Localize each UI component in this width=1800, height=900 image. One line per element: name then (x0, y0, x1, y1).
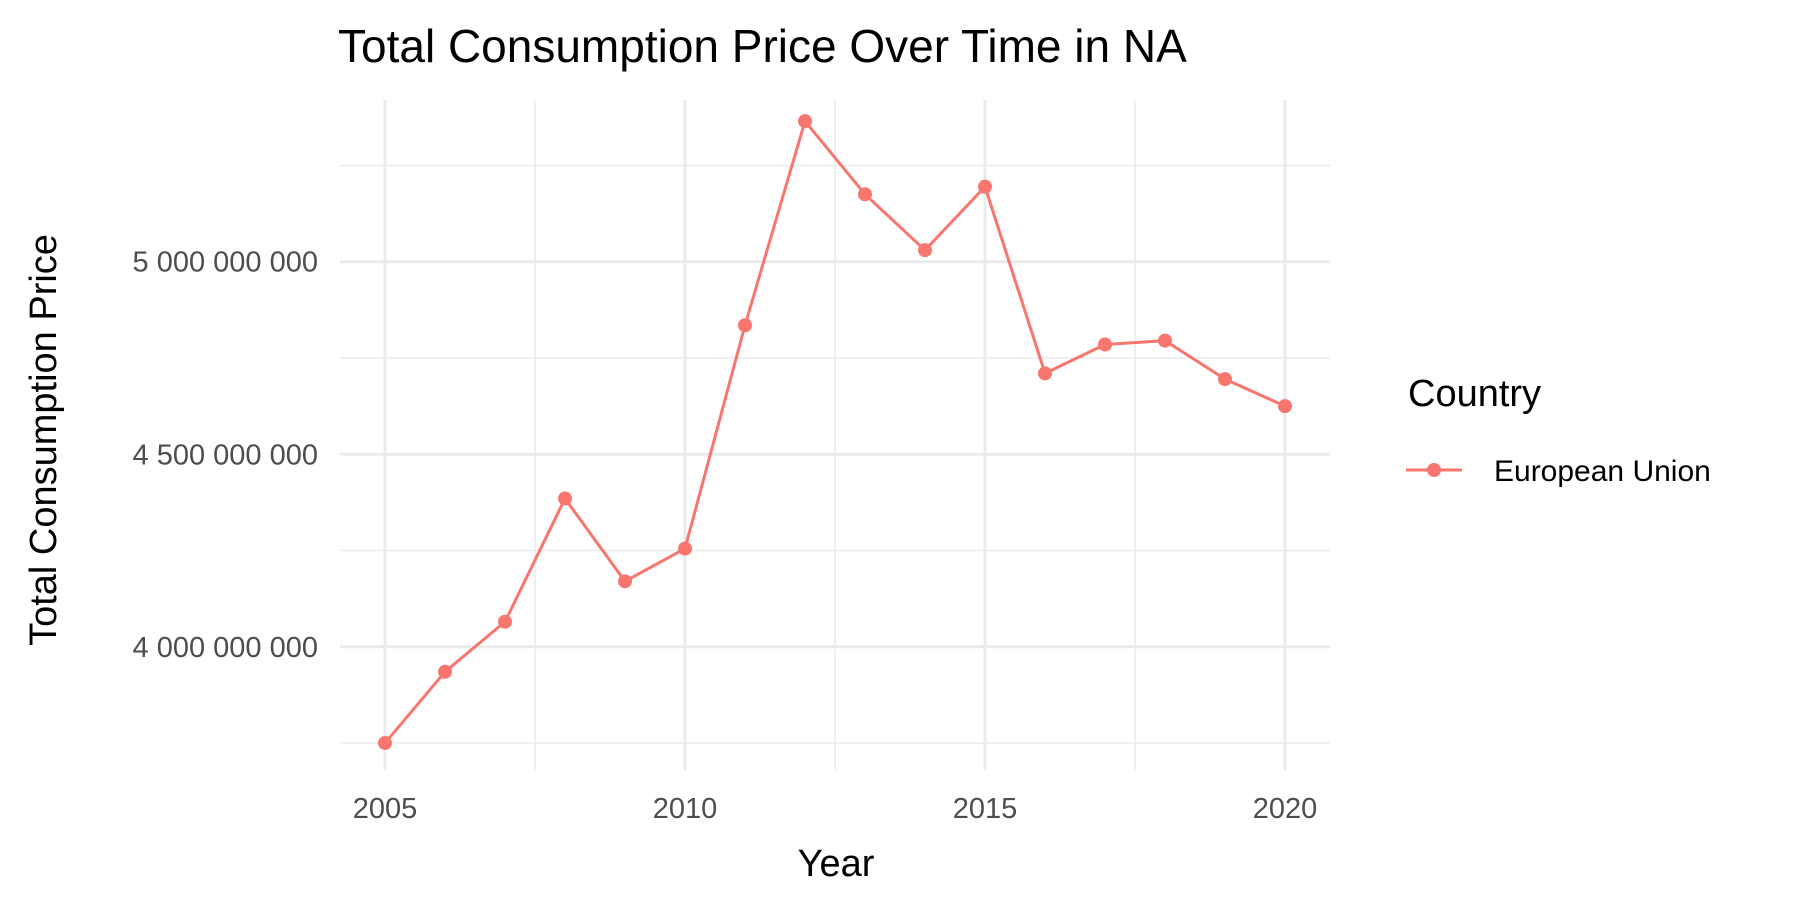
data-point (558, 491, 572, 506)
x-axis-title: Year (798, 843, 875, 885)
y-tick-label: 4 500 000 000 (133, 439, 318, 471)
legend-title: Country (1408, 373, 1541, 415)
data-point (1038, 366, 1052, 381)
grid (340, 100, 1330, 770)
x-tick-label: 2005 (353, 793, 418, 825)
data-point (498, 614, 512, 629)
legend-label: European Union (1494, 455, 1711, 488)
data-point (1098, 337, 1112, 352)
data-point (378, 736, 392, 751)
data-point (678, 541, 692, 556)
y-axis-ticks: 4 000 000 000 4 500 000 000 5 000 000 000 (133, 247, 318, 664)
data-point (918, 243, 932, 258)
y-axis-title: Total Consumption Price (23, 234, 65, 646)
data-point (978, 179, 992, 194)
data-point (798, 114, 812, 129)
x-tick-label: 2010 (653, 793, 718, 825)
data-point (1278, 399, 1292, 414)
data-point (438, 664, 452, 679)
data-point (858, 187, 872, 202)
chart-title: Total Consumption Price Over Time in NA (338, 20, 1187, 72)
y-tick-label: 5 000 000 000 (133, 247, 318, 279)
x-tick-label: 2020 (1253, 793, 1318, 825)
legend-item: European Union (1406, 455, 1711, 488)
series-layer (378, 114, 1292, 751)
data-point (1218, 372, 1232, 387)
data-point (1158, 333, 1172, 348)
legend-key-point (1427, 463, 1441, 477)
legend-items: European Union (1406, 455, 1711, 488)
data-point (618, 574, 632, 589)
legend: Country European Union (1406, 373, 1711, 488)
y-tick-label: 4 000 000 000 (133, 632, 318, 664)
data-point (738, 318, 752, 333)
x-tick-label: 2015 (953, 793, 1018, 825)
series-line (383, 119, 1286, 745)
x-axis-ticks: 2005 2010 2015 2020 (353, 793, 1318, 825)
